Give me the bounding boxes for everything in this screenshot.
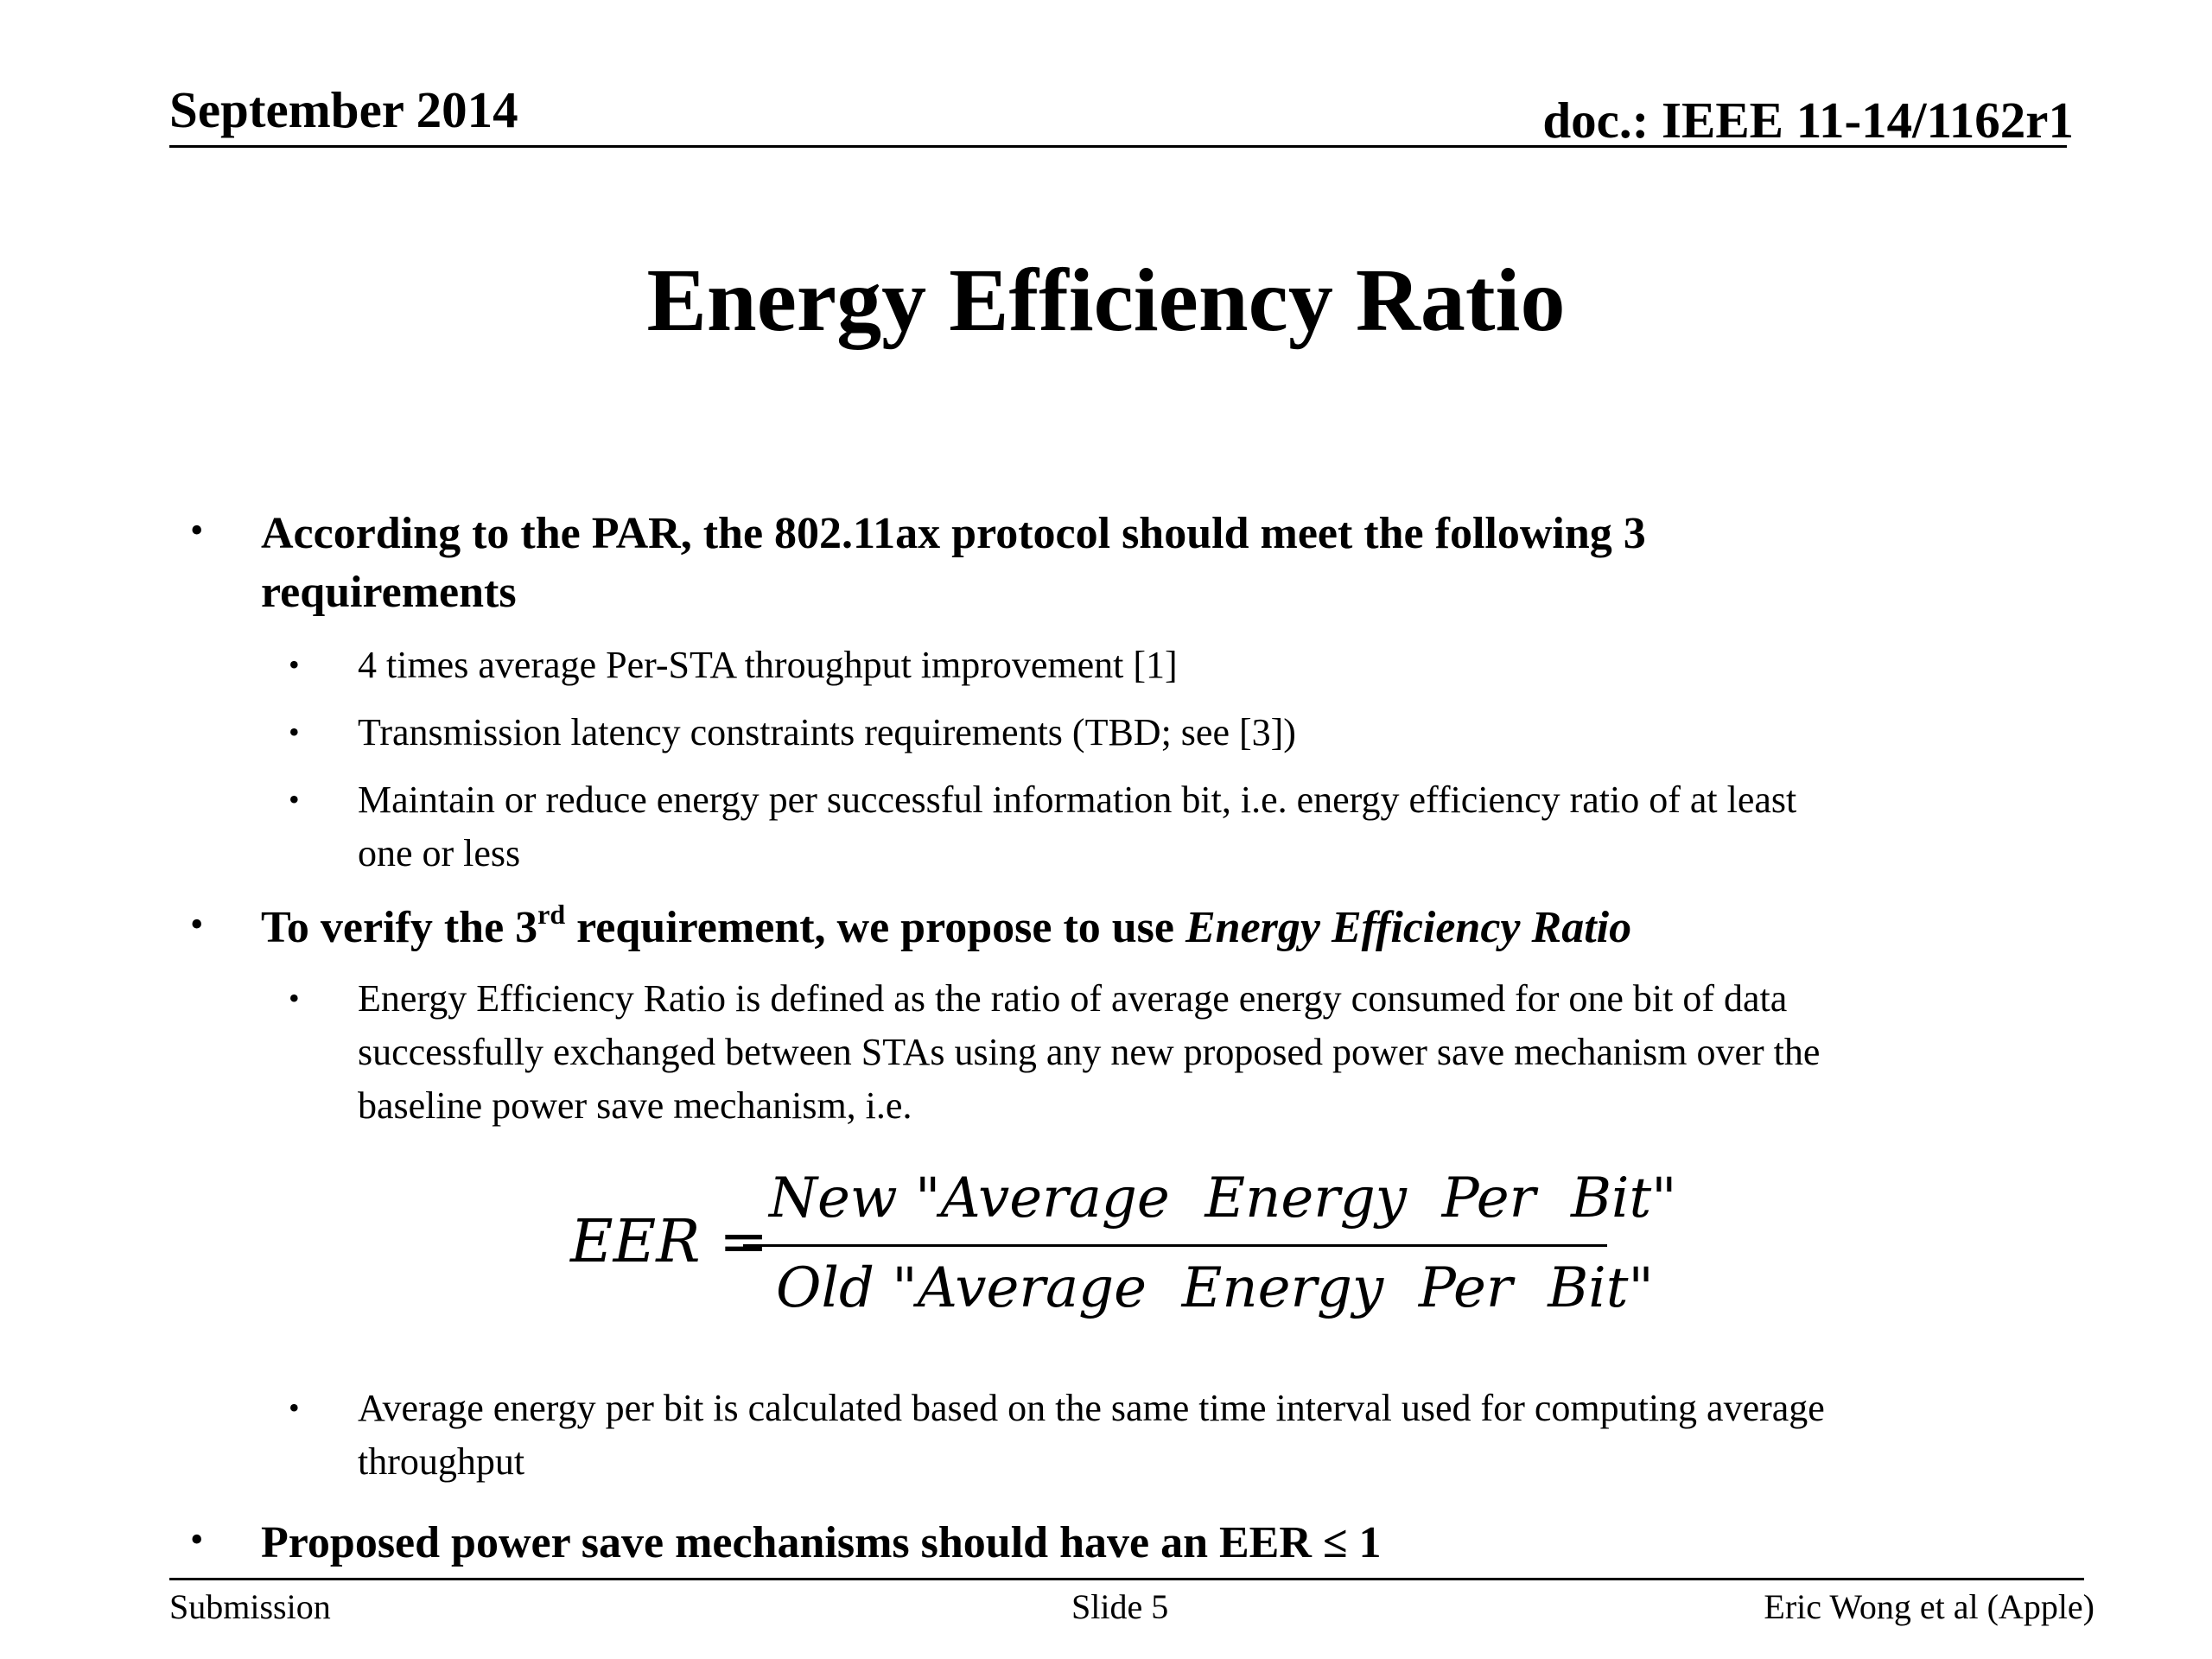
bullet-3-line-1: Proposed power save mechanisms should ha… [261,1518,1382,1567]
sub-bullet-1-1-line-1: 4 times average Per-STA throughput impro… [358,644,1178,686]
bullet-2-middle: requirement, we propose to use [565,903,1185,952]
sub-bullet-1-3-line-1: Maintain or reduce energy per successful… [358,779,1797,821]
bullet-2-line-1: To verify the 3rd requirement, we propos… [261,899,1632,953]
equation-lhs: EER = [570,1208,769,1276]
footer-slide-number: Slide 5 [1071,1587,1169,1626]
bullet-2-emphasis: Energy Efficiency Ratio [1185,903,1632,952]
footer-author: Eric Wong et al (Apple) [1764,1587,2094,1626]
eer-equation: EER = New "Average Energy Per Bit" Old "… [570,1166,1677,1339]
sub-bullet-dot: • [289,647,300,682]
footer-rule [169,1578,2084,1580]
footer-submission: Submission [169,1587,331,1626]
sub-bullet-2-2-line-1: Average energy per bit is calculated bas… [358,1387,1825,1429]
header-doc-id: doc.: IEEE 11-14/1162r1 [1542,92,2074,149]
sub-bullet-2-2-line-2: throughput [358,1440,525,1483]
sub-bullet-2-1-line-2: successfully exchanged between STAs usin… [358,1031,1821,1073]
sub-bullet-2-1-line-1: Energy Efficiency Ratio is defined as th… [358,977,1788,1020]
bullet-dot: • [190,509,204,551]
sub-bullet-dot: • [289,1390,300,1425]
equation-numerator: New "Average Energy Per Bit" [769,1166,1677,1230]
fraction-bar [743,1244,1607,1247]
header-rule [169,145,2067,148]
slide-title: Energy Efficiency Ratio [646,251,1566,350]
header-date: September 2014 [169,81,518,138]
bullet-2-prefix: To verify the 3 [261,903,538,952]
sub-bullet-1-2-line-1: Transmission latency constraints require… [358,711,1296,753]
sub-bullet-dot: • [289,981,300,1015]
bullet-dot: • [190,903,204,945]
sub-bullet-dot: • [289,782,300,817]
bullet-1-line-1: According to the PAR, the 802.11ax proto… [261,509,1646,558]
bullet-2-ordinal-suffix: rd [537,899,566,930]
sub-bullet-1-3-line-2: one or less [358,832,521,874]
bullet-1-line-2: requirements [261,568,517,617]
bullet-dot: • [190,1518,204,1560]
sub-bullet-dot: • [289,715,300,749]
equation-denominator: Old "Average Energy Per Bit" [776,1256,1654,1320]
sub-bullet-2-1-line-3: baseline power save mechanism, i.e. [358,1084,912,1127]
